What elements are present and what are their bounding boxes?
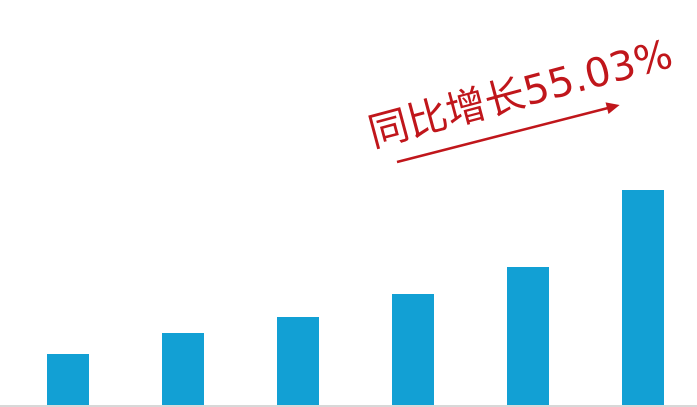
- bar-1: [47, 354, 89, 406]
- bar-4: [392, 294, 434, 406]
- bar-3: [277, 317, 319, 406]
- bar-5: [507, 267, 549, 406]
- bar-6: [622, 190, 664, 406]
- growth-annotation-text: 同比增长55.03%: [364, 31, 678, 156]
- growth-annotation-arrowhead: [605, 102, 620, 115]
- growth-annotation-arrow-line: [396, 106, 609, 164]
- growth-annotation: 同比增长55.03%: [364, 31, 678, 164]
- bar-2: [162, 333, 204, 406]
- bars-group: [47, 190, 664, 406]
